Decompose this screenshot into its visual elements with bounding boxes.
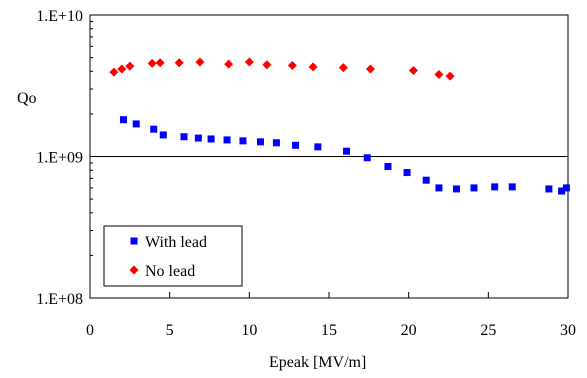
no-lead-point (174, 58, 184, 68)
legend-marker-1 (129, 265, 139, 275)
legend-label-1: No lead (145, 263, 195, 280)
legend-label-0: With lead (145, 234, 207, 251)
with-lead-point (194, 134, 202, 142)
with-lead-point (314, 143, 322, 151)
y-tick-labels: 1.E+08 1.E+09 1.E+10 (36, 8, 83, 308)
with-lead-point (180, 133, 188, 141)
with-lead-point (452, 185, 460, 193)
with-lead-point (272, 139, 280, 147)
data-points (109, 57, 570, 195)
no-lead-point (125, 61, 135, 71)
x-tick-label: 30 (560, 322, 576, 339)
x-tick-label: 10 (241, 322, 257, 339)
no-lead-point (262, 60, 272, 70)
with-lead-point (292, 141, 300, 149)
with-lead-point (384, 162, 392, 170)
x-axis-label: Epeak [MV/m] (269, 354, 366, 371)
y-axis-label: Qo (17, 90, 37, 107)
no-lead-point (117, 64, 127, 74)
x-tick-label: 20 (401, 322, 417, 339)
series-with-lead (119, 116, 570, 195)
legend: With lead No lead (103, 225, 243, 287)
no-lead-point (308, 62, 318, 72)
no-lead-point (434, 69, 444, 79)
with-lead-point (132, 120, 140, 128)
no-lead-point (365, 64, 375, 74)
x-tick-label: 5 (166, 322, 174, 339)
y-tick-label: 1.E+09 (36, 150, 83, 167)
legend-marker-0 (130, 237, 138, 245)
with-lead-point (239, 137, 247, 145)
with-lead-point (435, 184, 443, 192)
with-lead-point (422, 176, 430, 184)
no-lead-point (147, 58, 157, 68)
with-lead-point (508, 183, 516, 191)
x-tick-label: 15 (321, 322, 337, 339)
no-lead-point (445, 71, 455, 81)
with-lead-point (207, 135, 215, 143)
with-lead-point (558, 187, 566, 195)
with-lead-point (363, 154, 371, 162)
with-lead-point (159, 131, 167, 139)
y-tick-label: 1.E+10 (36, 8, 83, 25)
with-lead-point (545, 185, 553, 193)
with-lead-point (491, 183, 499, 191)
x-tick-label: 0 (86, 322, 94, 339)
with-lead-point (150, 125, 158, 133)
x-tick-label: 25 (480, 322, 496, 339)
no-lead-point (338, 63, 348, 73)
with-lead-point (470, 184, 478, 192)
no-lead-point (287, 60, 297, 70)
with-lead-point (119, 116, 127, 124)
no-lead-point (109, 67, 119, 77)
with-lead-point (256, 138, 264, 146)
series-no-lead (109, 57, 455, 81)
no-lead-point (244, 57, 254, 67)
axis-ticks (89, 14, 569, 299)
with-lead-point (403, 169, 411, 177)
y-tick-label: 1.E+08 (36, 291, 83, 308)
with-lead-point (343, 147, 351, 155)
no-lead-point (224, 59, 234, 69)
no-lead-point (195, 57, 205, 67)
with-lead-point (562, 184, 570, 192)
legend-box (103, 225, 243, 287)
x-tick-labels: 0 5 10 15 20 25 30 (86, 322, 576, 339)
no-lead-point (408, 66, 418, 76)
no-lead-point (155, 58, 165, 68)
with-lead-point (223, 136, 231, 144)
